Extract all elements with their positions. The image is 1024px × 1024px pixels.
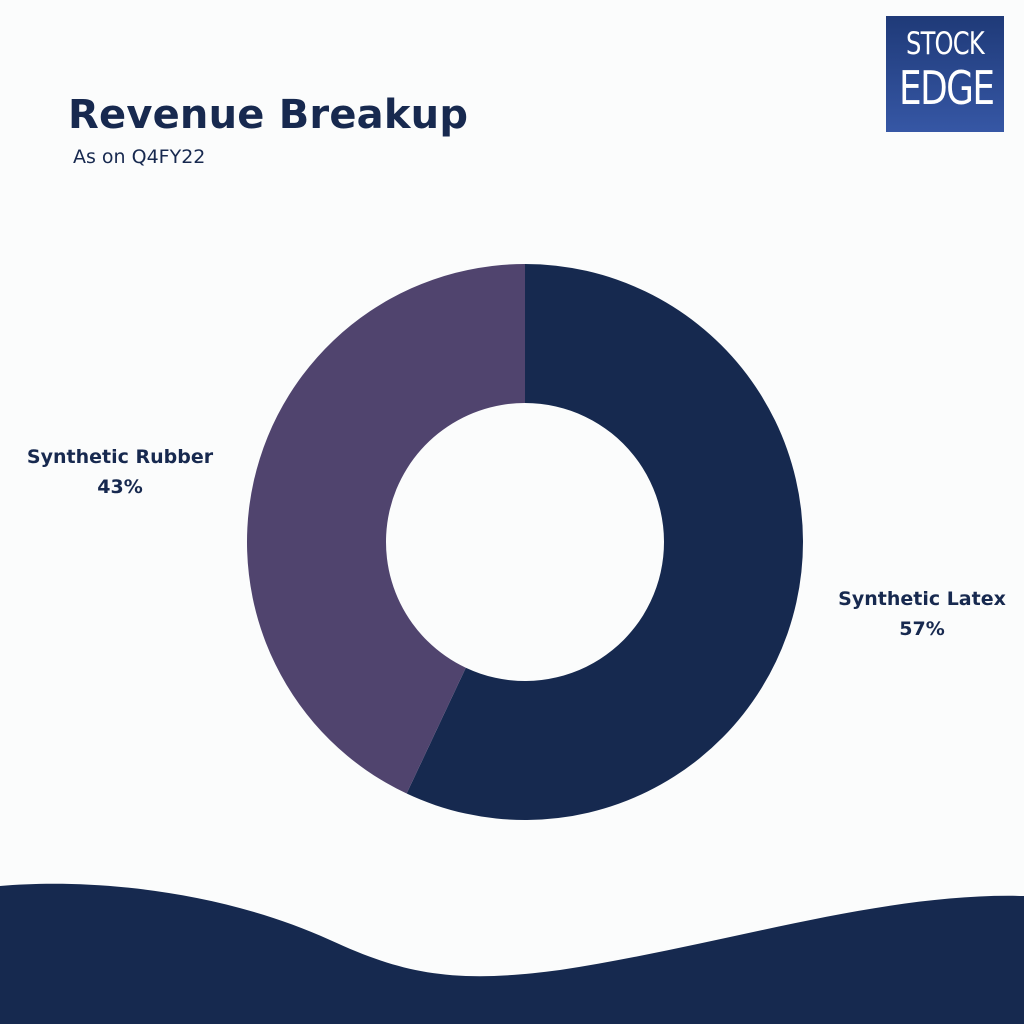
slice-value-synthetic-rubber: 43% [97,476,143,498]
chart-subtitle: As on Q4FY22 [73,146,206,168]
slice-name-synthetic-latex: Synthetic Latex [838,588,1006,610]
footer-wave-shape [0,883,1024,1024]
donut-slice-synthetic-rubber [247,264,525,794]
slice-label-synthetic-latex: Synthetic Latex 57% [836,584,1008,644]
logo-text-line2: EDGE [898,61,995,115]
slice-label-synthetic-rubber: Synthetic Rubber 43% [22,442,218,502]
stockedge-logo: STOCK EDGE [886,16,1004,132]
donut-slice-synthetic-latex [406,264,803,820]
slice-name-synthetic-rubber: Synthetic Rubber [26,446,214,468]
logo-text-line1: STOCK [906,26,985,62]
slice-value-synthetic-latex: 57% [899,618,945,640]
chart-title: Revenue Breakup [68,92,469,138]
